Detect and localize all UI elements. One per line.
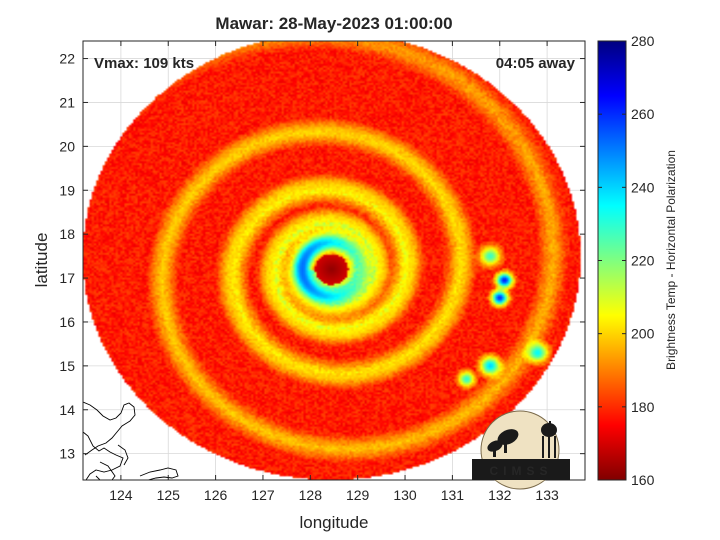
colorbar bbox=[597, 40, 627, 481]
colorbar-tick-label: 160 bbox=[631, 472, 655, 488]
coastline bbox=[83, 401, 179, 480]
colorbar-tick-label: 200 bbox=[631, 326, 655, 342]
x-tick-label: 125 bbox=[157, 487, 181, 503]
x-axis-ticks: 124 125 126 127 128 129 130 131 132 133 bbox=[109, 41, 559, 503]
vmax-annotation: Vmax: 109 kts bbox=[94, 55, 194, 72]
brightness-temp-heatmap bbox=[83, 41, 585, 480]
water-tower-icon bbox=[541, 421, 557, 458]
x-tick-label: 131 bbox=[441, 487, 465, 503]
colorbar-tick-label: 260 bbox=[631, 106, 655, 122]
y-tick-label: 13 bbox=[59, 446, 75, 462]
y-tick-label: 15 bbox=[59, 358, 75, 374]
x-tick-label: 126 bbox=[204, 487, 228, 503]
y-tick-label: 17 bbox=[59, 270, 75, 286]
y-tick-label: 16 bbox=[59, 314, 75, 330]
y-axis-ticks: 13 14 15 16 17 18 19 20 21 22 bbox=[59, 51, 585, 462]
cimss-logo-text: CIMSS bbox=[489, 464, 552, 478]
x-tick-label: 124 bbox=[109, 487, 133, 503]
satellite-dish-icon bbox=[487, 429, 519, 457]
colorbar-tick-label: 240 bbox=[631, 179, 655, 195]
y-axis-label: latitude bbox=[32, 233, 51, 288]
chart-title: Mawar: 28-May-2023 01:00:00 bbox=[215, 14, 452, 33]
x-tick-label: 130 bbox=[393, 487, 417, 503]
y-tick-label: 20 bbox=[59, 138, 75, 154]
colorbar-tick-label: 280 bbox=[631, 33, 655, 49]
x-tick-label: 129 bbox=[346, 487, 370, 503]
axes-frame bbox=[82, 40, 586, 481]
coastline-group bbox=[83, 401, 179, 480]
y-tick-label: 21 bbox=[59, 94, 75, 110]
colorbar-label: Brightness Temp - Horizontal Polarizatio… bbox=[664, 150, 678, 370]
y-tick-label: 18 bbox=[59, 226, 75, 242]
x-axis-label: longitude bbox=[299, 513, 368, 532]
colorbar-tick-label: 220 bbox=[631, 253, 655, 269]
time-away-annotation: 04:05 away bbox=[496, 55, 576, 72]
x-tick-label: 128 bbox=[299, 487, 323, 503]
x-tick-label: 132 bbox=[488, 487, 512, 503]
y-tick-label: 19 bbox=[59, 182, 75, 198]
colorbar-tick-label: 180 bbox=[631, 399, 655, 415]
cimss-logo: CIMSS bbox=[472, 410, 570, 490]
x-tick-label: 127 bbox=[251, 487, 275, 503]
x-tick-label: 133 bbox=[535, 487, 559, 503]
colorbar-ticks: 160 180 200 220 240 260 280 bbox=[598, 33, 655, 488]
y-tick-label: 22 bbox=[59, 51, 75, 67]
y-tick-label: 14 bbox=[59, 402, 75, 418]
